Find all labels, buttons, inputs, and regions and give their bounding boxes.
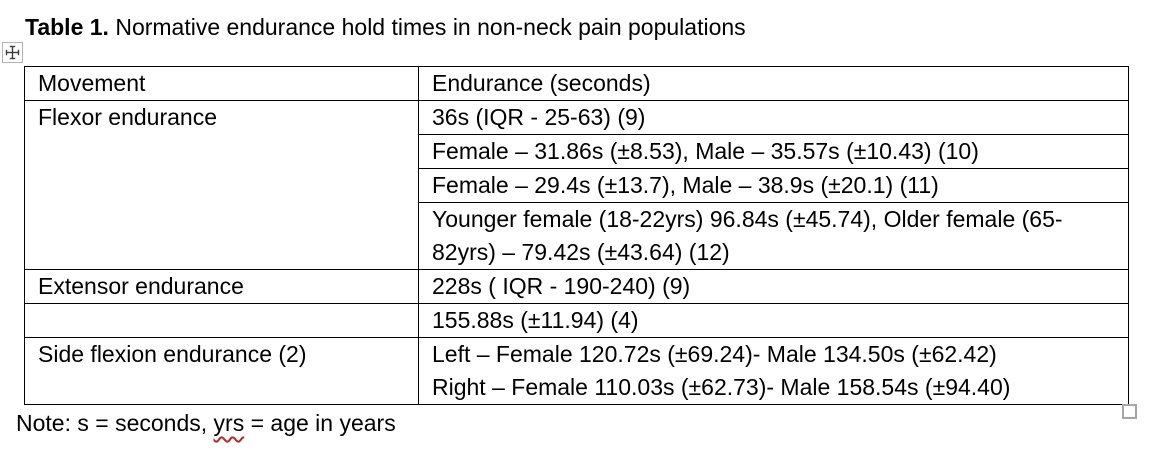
table-row: Movement Endurance (seconds) (24, 66, 1129, 101)
table-caption-text: Normative endurance hold times in non-ne… (108, 14, 746, 40)
cell-flexor-value-1[interactable]: 36s (IQR - 25-63) (9) (418, 100, 1129, 135)
cell-flexor-movement[interactable]: Flexor endurance (24, 100, 419, 270)
move-cross-icon (5, 45, 20, 60)
table-note: Note: s = seconds, yrs = age in years (16, 409, 396, 437)
header-cell-endurance[interactable]: Endurance (seconds) (418, 66, 1129, 101)
cell-extensor-value-1[interactable]: 228s ( IQR - 190-240) (9) (418, 269, 1129, 304)
table-caption: Table 1. Normative endurance hold times … (25, 13, 746, 41)
cell-extensor-value-2[interactable]: 155.88s (±11.94) (4) (418, 303, 1129, 338)
table-row: Younger female (18-22yrs) 96.84s (±45.74… (25, 202, 1129, 270)
table-caption-label: Table 1. (25, 14, 109, 40)
table-row: Female – 31.86s (±8.53), Male – 35.57s (… (25, 134, 1129, 169)
note-misspelled-word: yrs (213, 410, 245, 436)
table-row: 155.88s (±11.94) (4) (24, 303, 1129, 338)
cell-flexor-value-4[interactable]: Younger female (18-22yrs) 96.84s (±45.74… (418, 202, 1129, 270)
endurance-table: Movement Endurance (seconds) Flexor endu… (24, 66, 1129, 405)
cell-extensor-movement[interactable]: Extensor endurance (24, 269, 419, 304)
sideflexion-right-value: Right – Female 110.03s (±62.73)- Male 15… (432, 374, 1011, 400)
sideflexion-left-value: Left – Female 120.72s (±69.24)- Male 134… (432, 341, 997, 367)
table-row: Side flexion endurance (2) Left – Female… (24, 337, 1129, 405)
note-prefix: Note: s = seconds, (16, 410, 214, 436)
table-row: Female – 29.4s (±13.7), Male – 38.9s (±2… (25, 168, 1129, 203)
cell-flexor-value-2[interactable]: Female – 31.86s (±8.53), Male – 35.57s (… (418, 134, 1129, 169)
table-row: Flexor endurance 36s (IQR - 25-63) (9) (24, 100, 1129, 270)
note-suffix: = age in years (244, 410, 396, 436)
table-move-handle-icon[interactable] (2, 42, 23, 63)
table-resize-handle-icon[interactable] (1122, 404, 1137, 419)
cell-flexor-value-3[interactable]: Female – 29.4s (±13.7), Male – 38.9s (±2… (418, 168, 1129, 203)
cell-sideflexion-values[interactable]: Left – Female 120.72s (±69.24)- Male 134… (418, 337, 1129, 405)
cell-extensor-movement-empty[interactable] (24, 303, 419, 338)
header-cell-movement[interactable]: Movement (24, 66, 419, 101)
table-row: Extensor endurance 228s ( IQR - 190-240)… (24, 269, 1129, 304)
cell-sideflexion-movement[interactable]: Side flexion endurance (2) (24, 337, 419, 405)
